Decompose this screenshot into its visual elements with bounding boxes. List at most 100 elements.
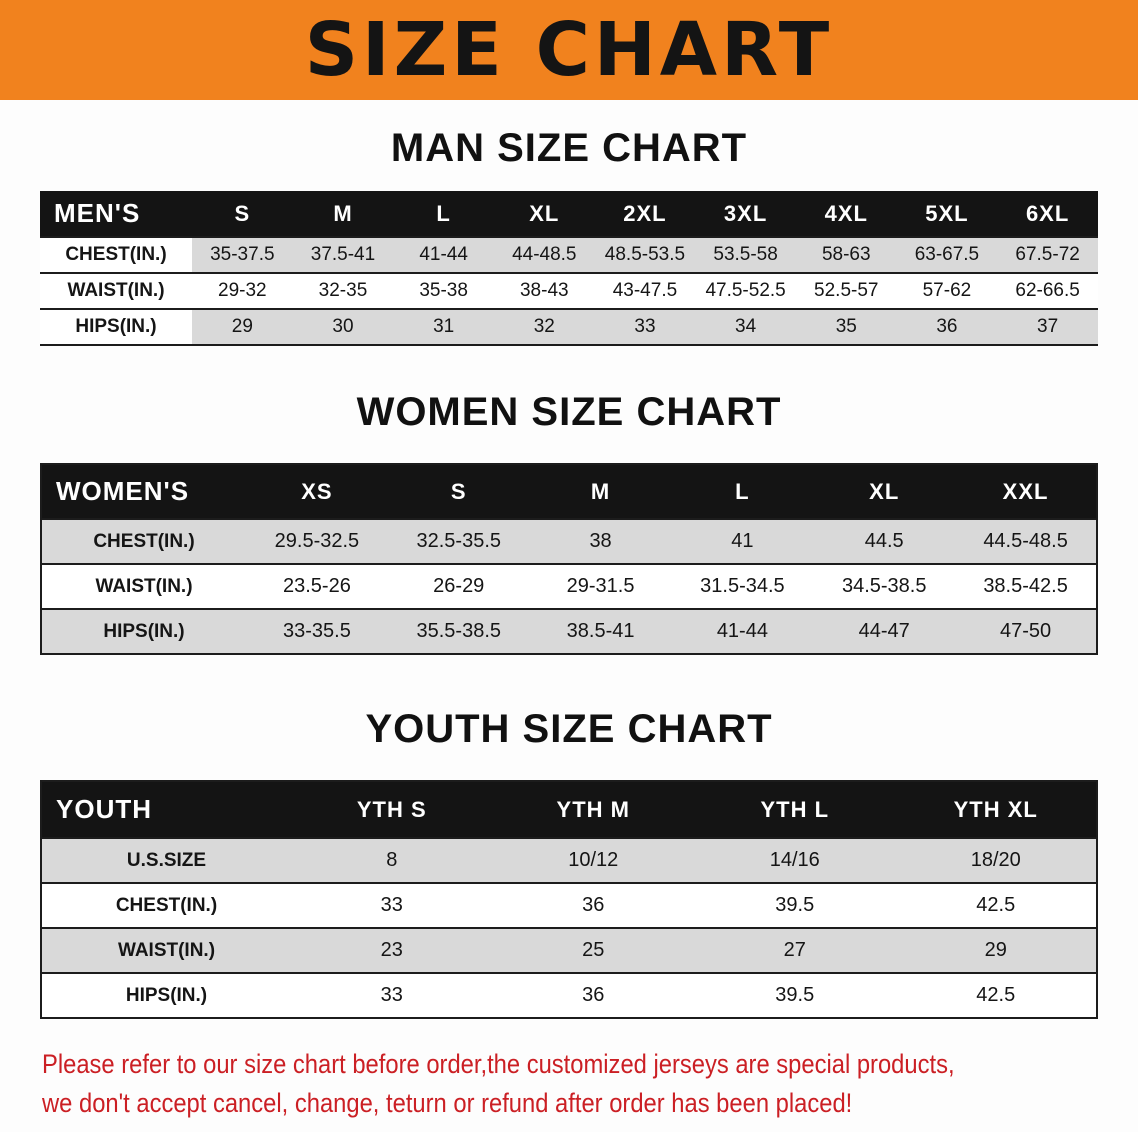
table-cell: 29.5-32.5 [246,518,388,565]
youth-section-heading: YOUTH SIZE CHART [365,707,773,751]
table-cell: 33 [594,308,696,346]
table-row: HIPS(IN.) 33-35.5 35.5-38.5 38.5-41 41-44 44-… [41,608,1097,655]
page-title: SIZE CHART [304,7,834,93]
column-header: 5XL [896,191,998,237]
table-cell: 44.5-48.5 [955,518,1097,565]
table-cell: 29 [192,308,293,346]
table-title-cell: WOMEN'S [41,464,246,519]
table-cell: 35.5-38.5 [387,608,530,655]
table-cell: 26-29 [387,563,530,610]
table-cell: 53.5-58 [695,236,796,274]
table-cell: 29-32 [192,272,293,310]
column-header: YTH L [694,781,896,838]
table-cell: 35-38 [393,272,494,310]
column-header: M [529,464,672,519]
table-cell: 67.5-72 [997,236,1098,274]
table-cell: 47-50 [955,608,1097,655]
column-header: XS [246,464,388,519]
banner: SIZE CHART [0,0,1138,100]
table-cell: 36 [492,882,694,929]
table-cell: 37.5-41 [292,236,394,274]
table-cell: 39.5 [694,882,896,929]
table-cell: 58-63 [795,236,897,274]
table-cell: 35-37.5 [192,236,293,274]
women-size-table: WOMEN'S XS S M L XL XXL CHEST(IN.) 29.5-32.5 32.5… [40,463,1098,655]
table-row: HIPS(IN.) 33 36 39.5 42.5 [41,972,1097,1019]
table-cell: 23 [291,927,493,974]
table-header-row: MEN'S S M L XL 2XL 3XL 4XL 5XL 6XL [40,191,1098,237]
column-header: S [387,464,530,519]
table-row: WAIST(IN.) 29-32 32-35 35-38 38-43 43-47.5 47.… [40,272,1098,310]
table-cell: 42.5 [895,882,1097,929]
row-label: HIPS(IN.) [41,972,291,1019]
table-title-cell: MEN'S [40,191,192,237]
table-cell: 25 [492,927,694,974]
column-header: XXL [955,464,1097,519]
column-header: YTH S [291,781,493,838]
table-cell: 33-35.5 [246,608,388,655]
table-row: WAIST(IN.) 23 25 27 29 [41,927,1097,974]
table-cell: 32-35 [292,272,394,310]
column-header: 3XL [695,191,796,237]
table-row: U.S.SIZE 8 10/12 14/16 18/20 [41,837,1097,884]
table-row: CHEST(IN.) 33 36 39.5 42.5 [41,882,1097,929]
table-cell: 34.5-38.5 [813,563,956,610]
women-section-heading: WOMEN SIZE CHART [356,390,782,434]
column-header: L [671,464,814,519]
table-cell: 32 [493,308,595,346]
table-title-cell: YOUTH [41,781,291,838]
table-row: CHEST(IN.) 29.5-32.5 32.5-35.5 38 41 44.5 44.5… [41,518,1097,565]
table-cell: 38.5-42.5 [955,563,1097,610]
men-section-heading: MAN SIZE CHART [390,126,748,170]
column-header: YTH XL [895,781,1097,838]
table-cell: 42.5 [895,972,1097,1019]
table-cell: 41-44 [393,236,494,274]
women-size-section: WOMEN SIZE CHART WOMEN'S XS S M L XL XXL CHEST(… [0,390,1138,655]
column-header: XL [813,464,956,519]
table-cell: 30 [292,308,394,346]
men-size-table: MEN'S S M L XL 2XL 3XL 4XL 5XL 6XL CHEST(IN.) 35-37… [40,191,1098,346]
table-cell: 32.5-35.5 [387,518,530,565]
table-cell: 43-47.5 [594,272,696,310]
table-cell: 14/16 [694,837,896,884]
footer-note: Please refer to our size chart before or… [42,1049,1138,1119]
table-cell: 44.5 [813,518,956,565]
table-cell: 31 [393,308,494,346]
table-cell: 36 [896,308,998,346]
row-label: HIPS(IN.) [40,308,192,346]
table-cell: 41 [671,518,814,565]
column-header: 2XL [594,191,696,237]
table-cell: 29-31.5 [529,563,672,610]
table-cell: 52.5-57 [795,272,897,310]
table-cell: 8 [291,837,493,884]
table-cell: 62-66.5 [997,272,1098,310]
table-cell: 33 [291,972,493,1019]
row-label: U.S.SIZE [41,837,291,884]
column-header: M [292,191,394,237]
youth-size-table: YOUTH YTH S YTH M YTH L YTH XL U.S.SIZE 8 10/12… [40,780,1098,1019]
table-cell: 44-47 [813,608,956,655]
table-cell: 29 [895,927,1097,974]
table-cell: 39.5 [694,972,896,1019]
table-header-row: YOUTH YTH S YTH M YTH L YTH XL [41,781,1097,838]
table-cell: 63-67.5 [896,236,998,274]
table-cell: 33 [291,882,493,929]
footer-note-line2: we don't accept cancel, change, teturn o… [42,1088,853,1118]
table-row: CHEST(IN.) 35-37.5 37.5-41 41-44 44-48.5 48.5… [40,236,1098,274]
men-size-section: MAN SIZE CHART MEN'S S M L XL 2XL 3XL 4XL 5XL 6XL… [0,126,1138,346]
row-label: WAIST(IN.) [41,563,246,610]
table-header-row: WOMEN'S XS S M L XL XXL [41,464,1097,519]
footer-note-line1: Please refer to our size chart before or… [42,1049,955,1079]
table-cell: 27 [694,927,896,974]
column-header: S [192,191,293,237]
table-cell: 38.5-41 [529,608,672,655]
row-label: CHEST(IN.) [41,518,246,565]
table-cell: 37 [997,308,1098,346]
row-label: HIPS(IN.) [41,608,246,655]
table-cell: 38-43 [493,272,595,310]
row-label: WAIST(IN.) [40,272,192,310]
column-header: 6XL [997,191,1098,237]
table-row: WAIST(IN.) 23.5-26 26-29 29-31.5 31.5-34.5 34… [41,563,1097,610]
table-cell: 23.5-26 [246,563,388,610]
